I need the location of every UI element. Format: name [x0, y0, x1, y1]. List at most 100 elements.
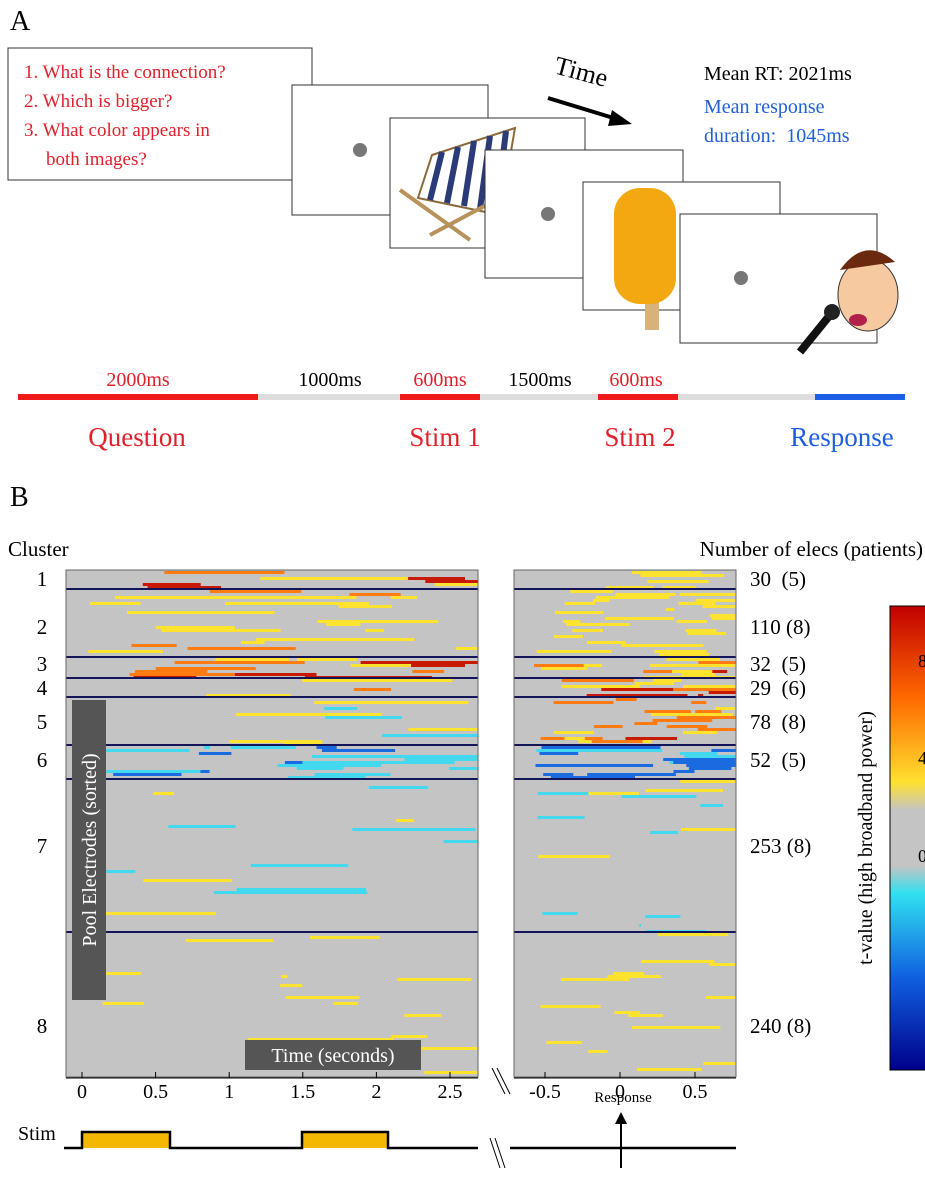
question: 3. What color appears in [24, 120, 210, 141]
heatmap-cell [168, 825, 236, 828]
phase: Question [88, 422, 186, 452]
heatmap-cell [632, 1026, 721, 1029]
heatmap-cell [681, 828, 736, 831]
heatmap-cell [264, 843, 344, 846]
heatmap-cell [209, 593, 281, 596]
heatmap-cell [673, 761, 736, 764]
count-header: Number of elecs (patients) [700, 537, 923, 561]
heatmap-cell [680, 855, 736, 858]
heatmap-cell [601, 688, 674, 691]
time-label: Time [551, 51, 611, 93]
x-tick-label: 1.5 [290, 1081, 315, 1103]
heatmap-cell [127, 611, 275, 614]
heatmap-cell [641, 960, 715, 963]
heatmap-cell [709, 614, 736, 617]
heatmap-cell [105, 608, 232, 611]
heatmap-cell [365, 629, 385, 632]
cluster-count: 78 (8) [750, 710, 806, 734]
heatmap-cell [407, 731, 446, 734]
heatmap-cell [353, 688, 391, 691]
heatmap-cell [680, 728, 736, 731]
heatmap-cell [548, 1056, 593, 1059]
heatmap-cell [256, 596, 357, 599]
heatmap-frame [513, 569, 737, 1078]
heatmap-cell [147, 586, 222, 589]
heatmap-cell [534, 664, 588, 667]
heatmap-cell [395, 819, 414, 822]
heatmap-cell [158, 734, 178, 737]
heatmap-cell [676, 658, 697, 661]
heatmap-cell [236, 888, 366, 891]
heatmap-cell [280, 984, 303, 987]
axis-break [494, 1137, 506, 1169]
heatmap-cell [443, 840, 478, 843]
heatmap-cell [335, 969, 468, 972]
heatmap-cell [657, 807, 705, 810]
heatmap-cell [449, 767, 478, 770]
heatmap-cell [153, 792, 174, 795]
heatmap-cell [621, 644, 704, 647]
heatmap-cell [671, 1059, 733, 1062]
heatmap-cell [652, 719, 713, 722]
heatmap-cell [536, 749, 600, 752]
heatmap-cell [679, 752, 718, 755]
heatmap-cell [116, 909, 146, 912]
heatmap-cell [291, 849, 440, 852]
heatmap-cell [596, 650, 655, 653]
heatmap-cell [285, 996, 360, 999]
heatmap-cell [455, 647, 478, 650]
heatmap-cell [172, 1014, 260, 1017]
x-tick-label: 0.5 [683, 1081, 708, 1103]
heatmap-cell [613, 972, 645, 975]
heatmap-cell [302, 761, 455, 764]
heatmap-cell [564, 602, 596, 605]
heatmap-cell [424, 1071, 478, 1074]
heatmap-cell [586, 694, 653, 697]
popsicle [614, 188, 676, 330]
heatmap-cell [382, 734, 478, 737]
heatmap-cell [149, 945, 200, 948]
heatmap-cell [434, 583, 478, 586]
heatmap-cell [229, 740, 323, 743]
heatmap-cell [250, 864, 349, 867]
heatmap-cell [640, 574, 724, 577]
heatmap-cell [296, 767, 344, 770]
heatmap-cell [166, 927, 187, 930]
heatmap-cell [566, 623, 630, 626]
heatmap-cell [536, 653, 614, 656]
heatmap-cell [645, 915, 681, 918]
heatmap-cell [408, 755, 478, 758]
heatmap-cell [538, 909, 587, 912]
heatmap-cell [542, 912, 578, 915]
duration: 1500ms [508, 369, 572, 391]
heatmap-cell [390, 596, 417, 599]
cluster-id: 8 [37, 1014, 48, 1038]
heatmap-cell [317, 620, 439, 623]
x-tick-label: 0 [77, 1081, 87, 1103]
heatmap-cell [628, 1014, 663, 1017]
heatmap-cell [240, 641, 265, 644]
heatmap-cell [114, 691, 168, 694]
y-label-box [72, 700, 106, 1000]
heatmap-cell [683, 731, 718, 734]
heatmap-cell [637, 737, 721, 740]
heatmap-cell [541, 746, 622, 749]
heatmap-cell [653, 679, 682, 682]
heatmap-cell [630, 746, 661, 749]
heatmap-cell [685, 629, 717, 632]
heatmap-cell [684, 755, 736, 758]
phase: Stim 2 [604, 422, 675, 452]
heatmap-cell [579, 755, 672, 758]
heatmap-cell [425, 580, 478, 583]
x-tick-label: -0.5 [529, 1081, 561, 1103]
heatmap-cell [559, 716, 641, 719]
heatmap-cell [681, 673, 716, 676]
heatmap-cell [149, 813, 192, 816]
heatmap-cell [688, 767, 732, 770]
heatmap-cell [411, 664, 465, 667]
heatmap-cell [155, 667, 256, 670]
cluster-count: 110 (8) [750, 615, 810, 639]
x-tick-label: 0.5 [143, 1081, 168, 1103]
heatmap-cell [206, 694, 291, 697]
heatmap-cell [709, 963, 736, 966]
